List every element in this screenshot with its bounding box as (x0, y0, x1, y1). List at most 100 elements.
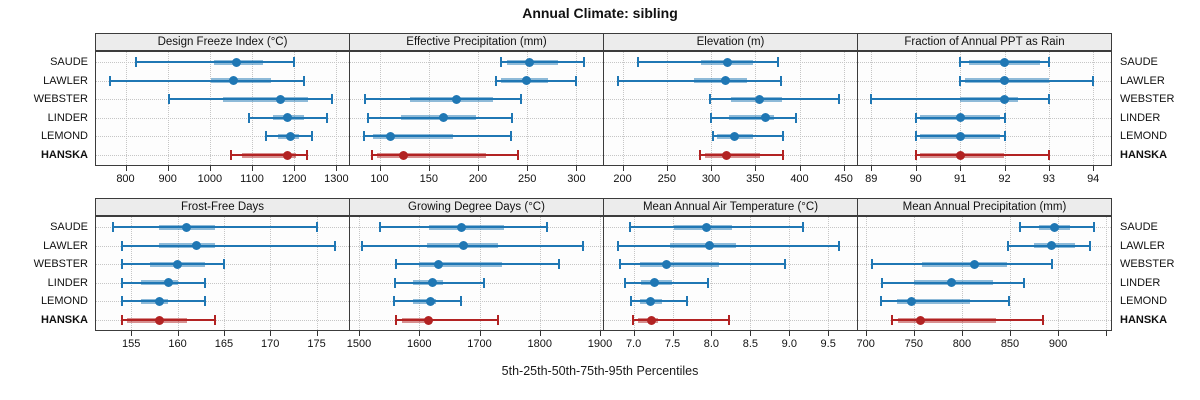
x-tick-label: 700 (856, 338, 875, 350)
whisker-cap (222, 259, 225, 270)
site-label-left-saude: SAUDE (50, 221, 88, 233)
iqr-bar-webster (921, 261, 1008, 267)
whisker-cap (802, 222, 805, 232)
gridline-vertical (711, 217, 713, 330)
whisker-cap (303, 75, 306, 86)
median-dot-saude (1000, 57, 1009, 67)
median-dot-saude (1049, 222, 1059, 232)
whisker-cap (710, 112, 712, 123)
median-dot-webster (969, 259, 979, 269)
median-dot-hanska (647, 315, 656, 325)
whisker-cap (779, 75, 782, 86)
median-dot-saude (701, 222, 711, 232)
median-dot-linder (650, 278, 660, 288)
median-dot-hanska (955, 150, 965, 160)
whisker-cap (395, 315, 398, 325)
iqr-bar-saude (428, 224, 504, 230)
x-axis-tick (799, 166, 801, 171)
x-tick-label: 9.5 (820, 338, 836, 350)
median-dot-lawler (459, 241, 469, 251)
whisker-cap (334, 240, 337, 251)
whisker-cap (881, 277, 883, 288)
x-axis-tick (479, 331, 481, 336)
gridline-vertical (915, 52, 917, 165)
median-dot-webster (173, 259, 183, 269)
x-axis-tick (428, 166, 430, 171)
whisker-cap (305, 150, 308, 160)
x-axis-tick (750, 331, 752, 336)
gridline-horizontal (96, 320, 349, 321)
x-tick-label: 94 (1087, 173, 1100, 185)
panel-plot-fraction-of-annual-ppt-as-rain (857, 51, 1112, 166)
x-tick-label: 750 (904, 338, 923, 350)
median-dot-lawler (521, 76, 531, 86)
whisker-cap (167, 94, 170, 105)
gridline-vertical (209, 52, 211, 165)
iqr-bar-linder (140, 280, 178, 286)
median-dot-webster (451, 94, 461, 104)
whisker-cap (890, 315, 893, 325)
x-tick-label: 1100 (240, 173, 264, 185)
whisker-cap (111, 222, 114, 232)
median-dot-saude (524, 57, 534, 67)
x-tick-label: 92 (998, 173, 1011, 185)
panel-plot-design-freeze-index-c (95, 51, 350, 166)
whisker-cap (870, 259, 873, 270)
median-dot-lemond (955, 131, 965, 141)
gridline-vertical (789, 217, 791, 330)
x-axis-tick (359, 331, 360, 336)
panel-strip-fraction-of-annual-ppt-as-rain: Fraction of Annual PPT as Rain (857, 33, 1112, 51)
median-dot-lawler (1000, 76, 1009, 86)
x-axis-tick (871, 166, 873, 171)
x-axis-tick (672, 331, 674, 336)
whisker-cap (1003, 131, 1006, 142)
site-label-right-saude: SAUDE (1120, 221, 1158, 233)
iqr-bar-webster (960, 96, 1018, 102)
whisker-cap (546, 222, 548, 232)
median-dot-saude (456, 222, 466, 232)
x-tick-label: 400 (790, 173, 809, 185)
gridline-vertical (750, 217, 752, 330)
median-dot-linder (428, 278, 437, 288)
x-axis-tick (600, 331, 601, 336)
iqr-bar-lemond (372, 133, 454, 139)
whisker-line-hanska (632, 319, 729, 321)
whisker-cap (120, 277, 123, 288)
gridline-vertical (125, 52, 127, 165)
site-label-left-linder: LINDER (47, 276, 88, 289)
median-dot-webster (276, 94, 286, 104)
whisker-cap (460, 296, 463, 307)
whisker-cap (727, 315, 730, 325)
median-dot-webster (755, 94, 765, 104)
gridline-horizontal (350, 62, 603, 63)
x-axis-tick (666, 166, 668, 171)
x-tick-label: 100 (370, 173, 389, 185)
gridline-vertical (336, 52, 338, 165)
whisker-cap (777, 57, 780, 67)
panel-strip-mean-annual-precipitation-mm: Mean Annual Precipitation (mm) (857, 198, 1112, 216)
site-label-right-hanska: HANSKA (1120, 314, 1168, 326)
gridline-vertical (1093, 52, 1095, 165)
x-axis-tick (913, 331, 915, 336)
gridline-vertical (711, 52, 712, 165)
site-label-left-lawler: LAWLER (43, 74, 88, 87)
panel-plot-mean-annual-air-temperature-c (603, 216, 858, 331)
whisker-cap (494, 75, 497, 86)
whisker-cap (959, 75, 962, 86)
x-axis-tick (622, 166, 624, 171)
whisker-cap (135, 57, 138, 67)
median-dot-hanska (283, 150, 293, 160)
x-tick-label: 175 (307, 338, 326, 350)
gridline-vertical (1004, 52, 1006, 165)
x-tick-label: 1500 (346, 338, 372, 350)
x-tick-label: 165 (214, 338, 234, 350)
iqr-bar-linder (728, 115, 774, 121)
whisker-cap (1051, 259, 1054, 270)
whisker-cap (1041, 315, 1044, 325)
x-axis-tick (336, 166, 338, 171)
gridline-vertical (294, 52, 296, 165)
median-dot-linder (439, 113, 448, 123)
x-axis-tick (125, 166, 127, 171)
iqr-bar-linder (401, 115, 476, 121)
x-tick-label: 91 (953, 173, 967, 185)
